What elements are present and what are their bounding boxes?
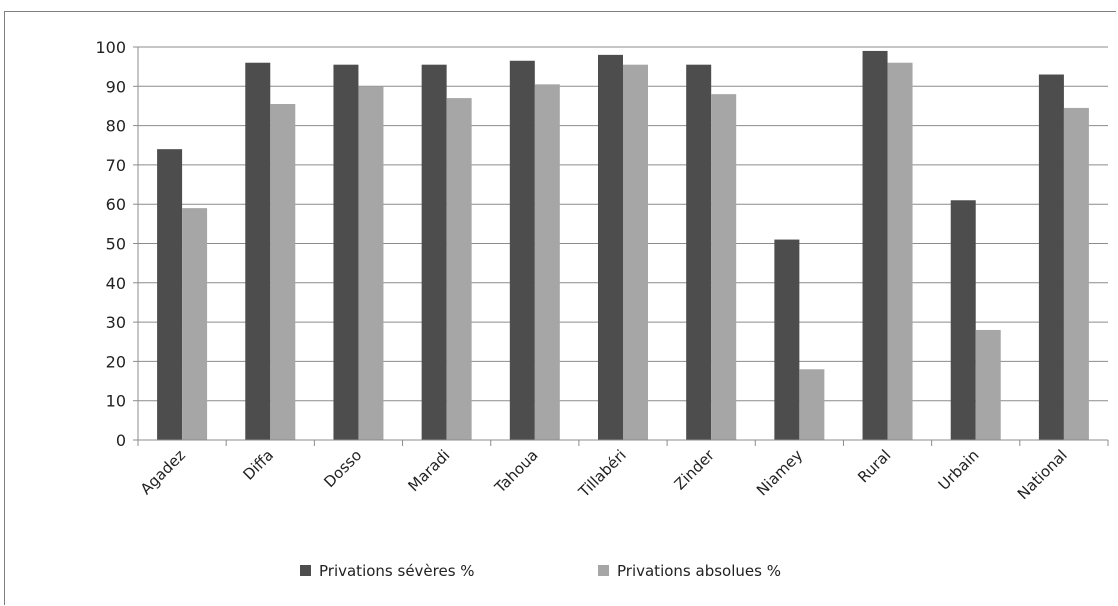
x-category-label: Diffa bbox=[239, 446, 277, 484]
bar-severe-tillabéri bbox=[598, 54, 623, 441]
x-category-label: Maradi bbox=[405, 446, 454, 495]
bar-severe-agadez bbox=[157, 149, 183, 440]
y-tick-label: 100 bbox=[95, 38, 126, 57]
bars bbox=[157, 50, 1089, 441]
bar-absolute-zinder bbox=[711, 94, 737, 440]
y-tick-label: 30 bbox=[106, 313, 126, 332]
bar-severe-zinder bbox=[686, 64, 712, 440]
legend-label: Privations sévères % bbox=[319, 562, 475, 580]
y-tick-label: 10 bbox=[106, 392, 126, 411]
y-tick-label: 50 bbox=[106, 235, 126, 254]
bar-absolute-tillabéri bbox=[623, 64, 648, 440]
bar-severe-dosso bbox=[333, 64, 359, 440]
y-tick-label: 70 bbox=[106, 156, 126, 175]
y-tick-label: 20 bbox=[106, 352, 126, 371]
x-category-label: Tillabéri bbox=[574, 446, 629, 501]
legend-swatch bbox=[300, 565, 311, 576]
bar-absolute-agadez bbox=[182, 208, 208, 440]
bar-absolute-diffa bbox=[270, 103, 296, 441]
x-category-label: Tahoua bbox=[491, 446, 542, 497]
x-category-label: Niamey bbox=[753, 446, 806, 499]
legend: Privations sévères % Privations absolues … bbox=[300, 562, 781, 580]
bar-absolute-dosso bbox=[358, 86, 384, 441]
y-tick-label: 90 bbox=[106, 77, 126, 96]
bar-absolute-rural bbox=[887, 62, 913, 440]
bar-absolute-national bbox=[1063, 107, 1089, 440]
x-category-label: Agadez bbox=[137, 446, 189, 498]
y-tick-labels: 0 10 20 30 40 50 60 70 80 90 100 bbox=[95, 38, 126, 450]
legend-swatch bbox=[598, 565, 609, 576]
x-category-labels: Agadez Diffa Dosso Maradi Tahoua Tillabéri Zin… bbox=[137, 446, 1071, 504]
x-category-label: Rural bbox=[854, 446, 894, 486]
bar-severe-diffa bbox=[245, 62, 271, 440]
x-category-label: National bbox=[1014, 446, 1071, 503]
x-category-label: Dosso bbox=[320, 446, 365, 491]
bar-absolute-tahoua bbox=[534, 84, 560, 441]
y-tick-label: 40 bbox=[106, 274, 126, 293]
x-category-label: Zinder bbox=[671, 446, 719, 494]
bar-absolute-urbain bbox=[975, 329, 1001, 440]
y-tick-label: 80 bbox=[106, 117, 126, 136]
y-tick-label: 0 bbox=[116, 431, 126, 450]
axes bbox=[133, 46, 1109, 446]
bar-absolute-maradi bbox=[446, 98, 472, 440]
bar-severe-rural bbox=[862, 50, 888, 441]
bar-severe-national bbox=[1038, 74, 1064, 440]
bar-severe-maradi bbox=[421, 64, 447, 440]
x-category-label: Urbain bbox=[935, 446, 983, 494]
y-tick-label: 60 bbox=[106, 195, 126, 214]
bar-absolute-niamey bbox=[799, 369, 825, 440]
bar-severe-tahoua bbox=[509, 60, 535, 440]
bar-severe-urbain bbox=[950, 200, 976, 440]
legend-label: Privations absolues % bbox=[617, 562, 781, 580]
bar-severe-niamey bbox=[774, 239, 800, 440]
